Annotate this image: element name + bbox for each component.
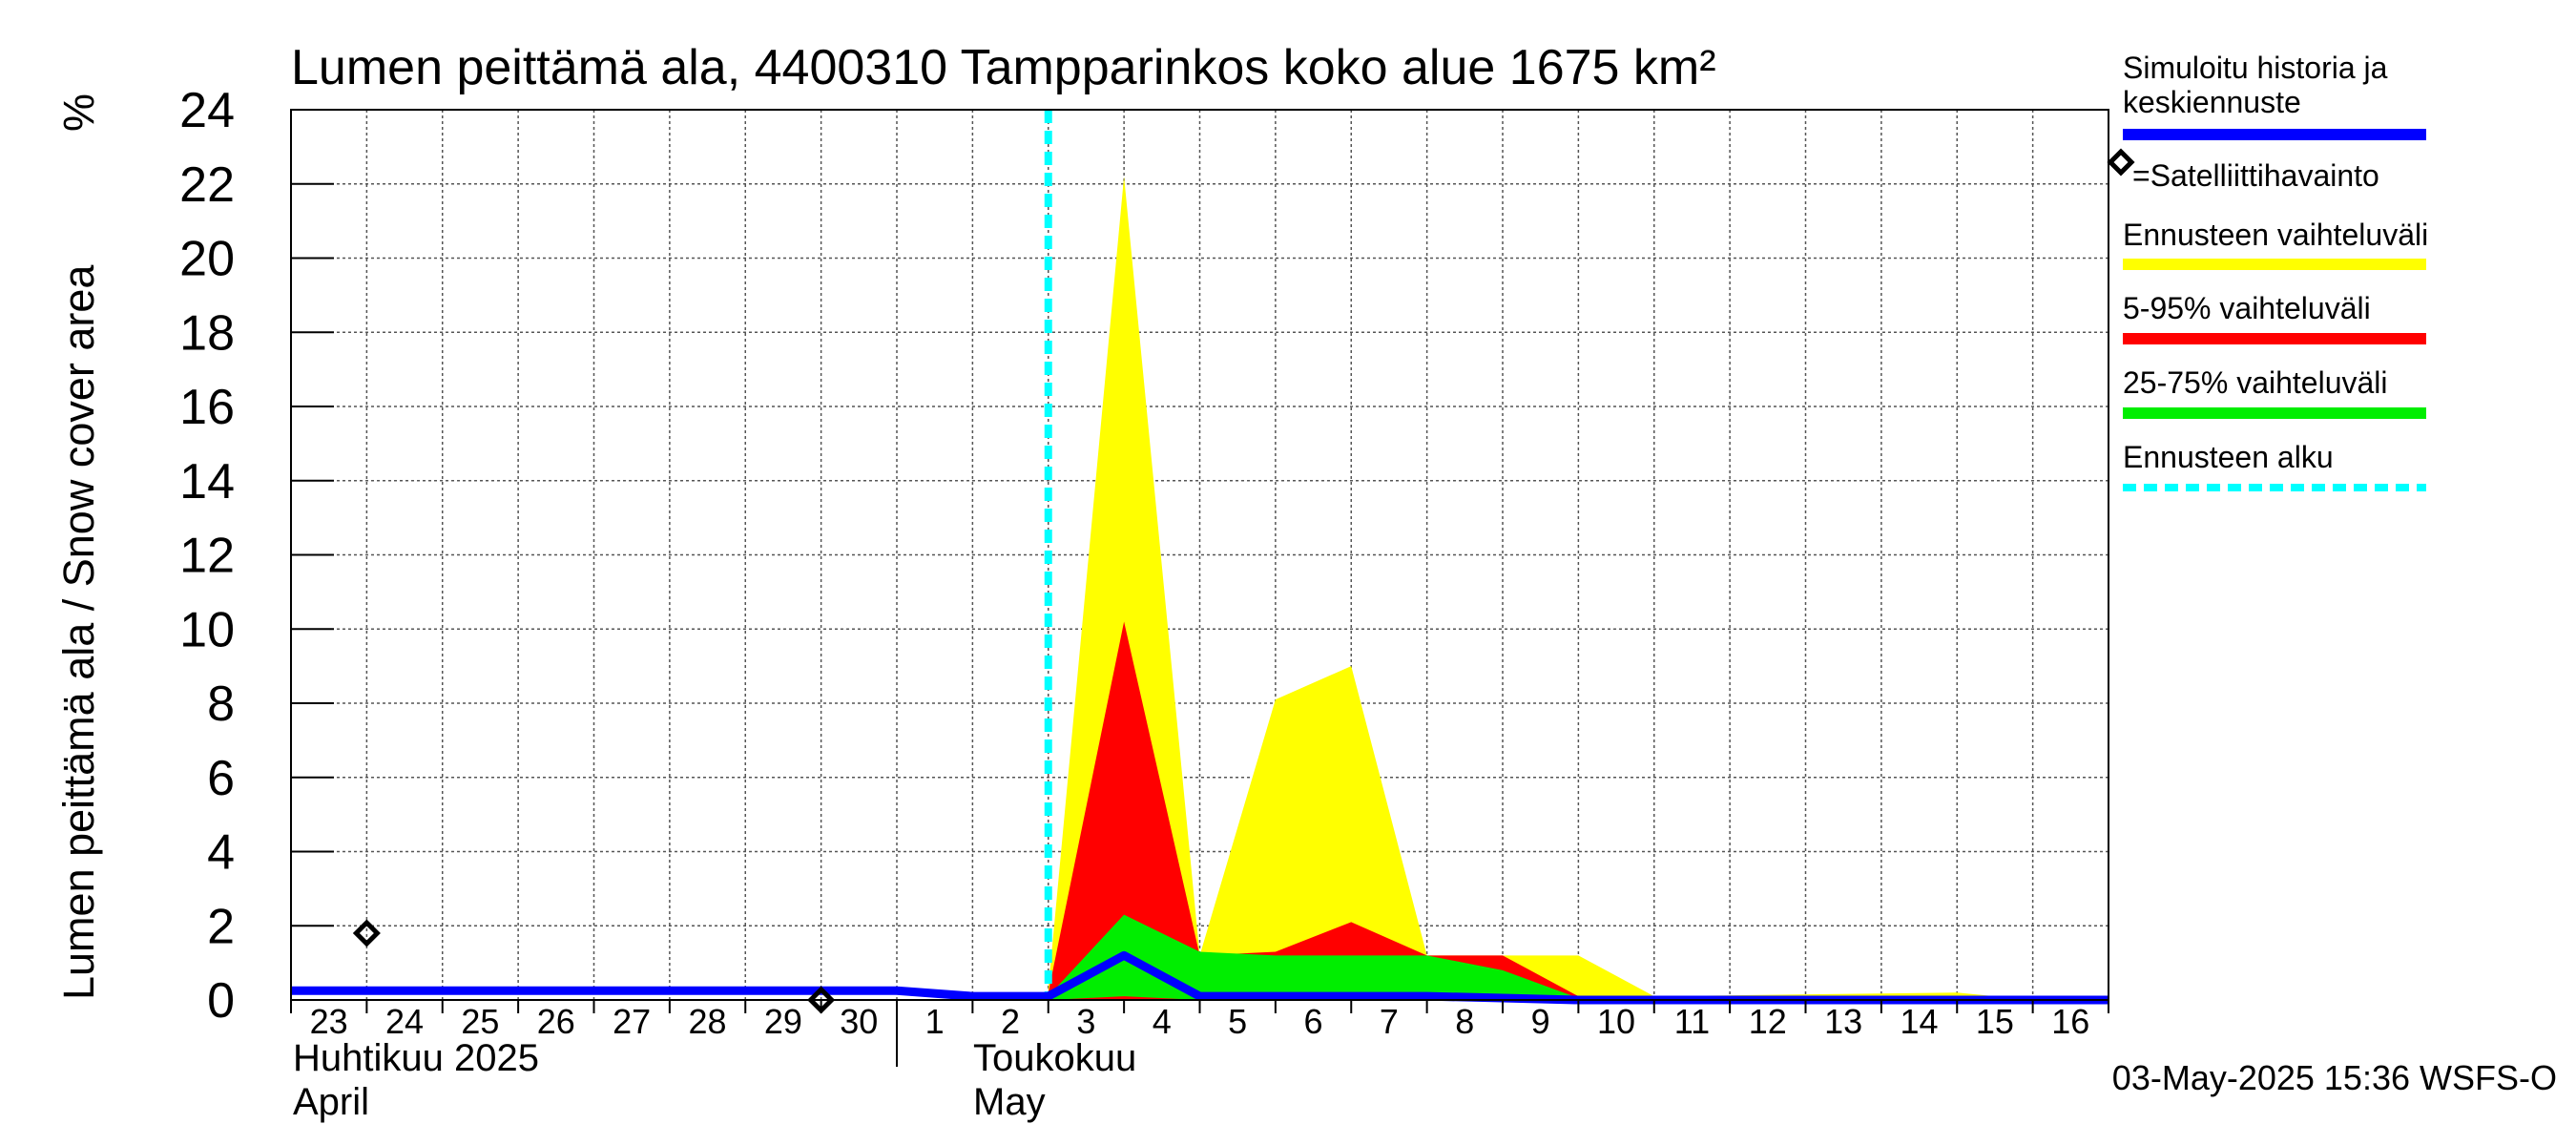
x-tick-label: 30 <box>840 1002 878 1041</box>
timestamp-footer: 03-May-2025 15:36 WSFS-O <box>2112 1058 2557 1097</box>
y-tick-label: 2 <box>207 899 235 954</box>
y-tick-label: 20 <box>179 232 235 287</box>
grid <box>290 109 2109 1001</box>
x-tick-label: 5 <box>1228 1002 1247 1041</box>
band-ennusteen-vaihteluv-li <box>1048 176 2033 1001</box>
legend-label: Ennusteen vaihteluväli <box>2123 218 2428 252</box>
y-axis-label: Lumen peittämä ala / Snow cover area <box>54 264 103 1000</box>
month-label-en: May <box>973 1081 1046 1123</box>
x-tick-label: 4 <box>1153 1002 1172 1041</box>
x-tick-label: 24 <box>385 1002 424 1041</box>
y-tick-label: 16 <box>179 380 235 435</box>
series-line-mean <box>291 950 2109 1005</box>
y-tick-label: 14 <box>179 454 235 510</box>
x-tick-label: 8 <box>1455 1002 1474 1041</box>
x-axis-ticks: 23 24 25 26 27 28 29 30 1 2 3 4 5 6 7 8 9 10 11 12 13 14 15 16 <box>290 1000 2109 1067</box>
x-tick-label: 25 <box>461 1002 499 1041</box>
x-tick-label: 10 <box>1597 1002 1635 1041</box>
x-tick-label: 6 <box>1304 1002 1323 1041</box>
x-tick-label: 12 <box>1749 1002 1787 1041</box>
x-tick-label: 26 <box>537 1002 575 1041</box>
legend-label: keskiennuste <box>2123 85 2301 119</box>
band-25-75-vaihteluv-li <box>1048 914 1579 1000</box>
y-tick-label: 6 <box>207 751 235 806</box>
satellite-marker <box>352 919 381 947</box>
x-tick-label: 7 <box>1380 1002 1399 1041</box>
x-tick-label: 2 <box>1001 1002 1020 1041</box>
y-tick-label: 4 <box>207 825 235 881</box>
legend-label: =Satelliittihavainto <box>2132 158 2379 193</box>
y-tick-label: 8 <box>207 677 235 732</box>
x-tick-label: 23 <box>310 1002 348 1041</box>
x-tick-label: 16 <box>2051 1002 2089 1041</box>
y-tick-label: 0 <box>207 973 235 1029</box>
y-tick-label: 22 <box>179 157 235 213</box>
x-tick-label: 15 <box>1976 1002 2014 1041</box>
x-tick-label: 9 <box>1531 1002 1550 1041</box>
month-label-fi: Toukokuu <box>973 1037 1136 1079</box>
x-tick-label: 14 <box>1901 1002 1939 1041</box>
x-tick-label: 28 <box>689 1002 727 1041</box>
x-tick-label: 27 <box>613 1002 651 1041</box>
legend-label: 5-95% vaihteluväli <box>2123 291 2371 325</box>
legend-label: Ennusteen alku <box>2123 440 2334 474</box>
chart-title: Lumen peittämä ala, 4400310 Tampparinkos… <box>291 40 1716 95</box>
month-label-fi: Huhtikuu 2025 <box>293 1037 539 1079</box>
y-axis-unit: % <box>54 94 103 132</box>
legend-label: Simuloitu historia ja <box>2123 51 2388 85</box>
legend-diamond <box>2107 148 2135 177</box>
forecast-bands <box>1048 176 2033 1001</box>
y-tick-label: 12 <box>179 529 235 584</box>
y-tick-label: 24 <box>179 83 235 138</box>
x-tick-label: 1 <box>925 1002 945 1041</box>
x-tick-label: 13 <box>1824 1002 1862 1041</box>
y-tick-label: 18 <box>179 305 235 361</box>
series-lines <box>291 110 2109 1005</box>
x-tick-label: 11 <box>1674 1002 1710 1041</box>
band-5-95-vaihteluv-li <box>1048 621 1579 1000</box>
x-tick-label: 29 <box>764 1002 802 1041</box>
month-label-en: April <box>293 1081 369 1123</box>
legend-label: 25-75% vaihteluväli <box>2123 365 2388 400</box>
y-tick-label: 10 <box>179 602 235 657</box>
x-tick-label: 3 <box>1076 1002 1095 1041</box>
